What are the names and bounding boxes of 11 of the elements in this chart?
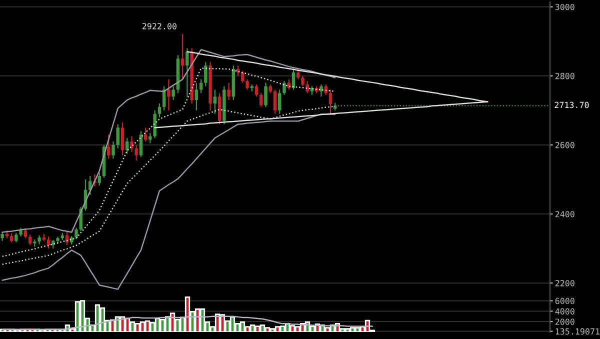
- y-tick-label: 2200: [555, 280, 574, 286]
- y-tick-label: 3000: [555, 4, 574, 10]
- y-tick-label: 2400: [555, 210, 574, 218]
- y-tick-label: 2600: [555, 142, 574, 148]
- annotation: 2922.00: [142, 23, 176, 30]
- y-tick-label: 2000: [555, 318, 574, 325]
- y-tick-label: 6000: [555, 298, 574, 304]
- y-tick-label: 4000: [555, 308, 574, 315]
- y-tick-label: 2800: [555, 72, 574, 80]
- y-tick-label: 135.19071: [556, 328, 600, 335]
- ref-line-label: 2713.70: [554, 102, 589, 108]
